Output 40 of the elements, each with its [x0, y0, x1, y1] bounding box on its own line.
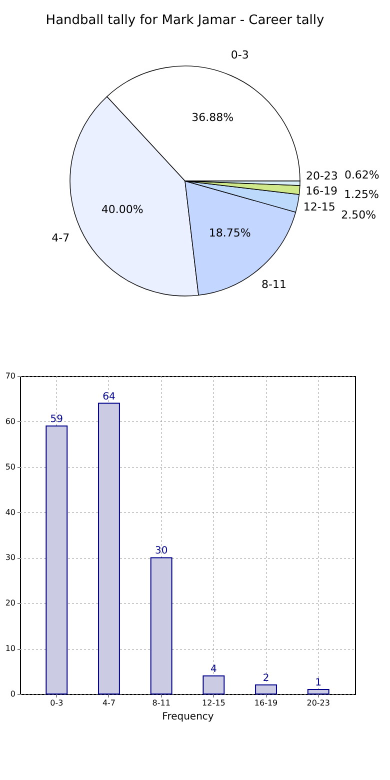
y-tick-label: 20	[5, 598, 16, 608]
x-axis-title: Frequency	[162, 712, 214, 722]
data-label: 1	[315, 677, 322, 688]
data-label: 30	[154, 546, 168, 557]
y-tick-label: 30	[5, 553, 16, 562]
data-label: 0.62%	[344, 168, 380, 182]
bar	[46, 425, 68, 694]
bar	[98, 402, 120, 694]
data-label: 64	[102, 391, 116, 402]
y-tick-label: 70	[5, 372, 16, 380]
x-tick-label: 16-19	[254, 698, 278, 708]
data-label: 4	[210, 664, 217, 675]
slice-label: 16-19	[306, 184, 338, 198]
x-tick-label: 4-7	[102, 698, 116, 708]
y-tick-label: 0	[10, 690, 16, 698]
chart-title: Handball tally for Mark Jamar - Career tally	[46, 13, 325, 28]
x-tick-label: 12-15	[202, 698, 226, 708]
slice-label: 4-7	[52, 231, 70, 244]
data-label: 40.00%	[101, 202, 144, 216]
data-label: 59	[50, 414, 64, 425]
data-label: 18.75%	[208, 226, 251, 240]
slice-label: 12-15	[303, 200, 336, 214]
data-label: 36.88%	[192, 110, 234, 124]
y-tick-label: 50	[5, 462, 16, 472]
x-tick-label: 0-3	[50, 698, 64, 708]
data-label: 2.50%	[341, 208, 376, 222]
data-label: 2	[262, 672, 270, 684]
bar	[202, 675, 225, 694]
y-tick-label: 60	[5, 416, 16, 426]
x-tick-label: 8-11	[152, 698, 170, 708]
slice-label: 20-23	[306, 170, 338, 183]
bar	[150, 557, 172, 694]
bar	[255, 684, 277, 694]
data-label: 1.25%	[344, 188, 379, 201]
slice-label: 0-3	[230, 48, 249, 62]
y-tick-label: 40	[5, 508, 16, 517]
x-tick-label: 20-23	[306, 698, 330, 708]
y-tick-label: 10	[5, 644, 16, 654]
bar	[307, 688, 330, 694]
slice-label: 8-11	[262, 278, 286, 292]
